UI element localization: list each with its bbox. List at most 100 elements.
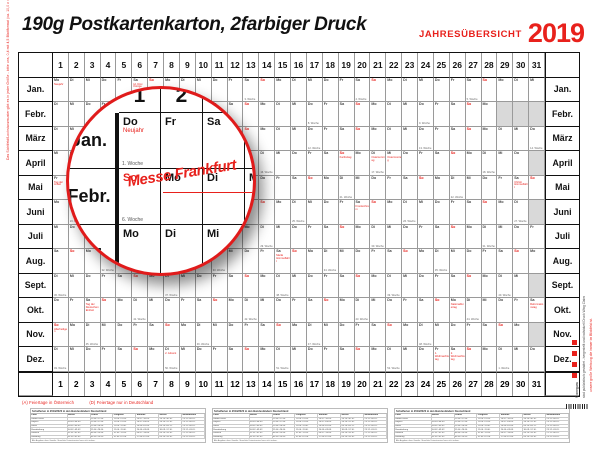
- holiday-table-cell: 30.09.-12.10.: [523, 428, 547, 432]
- day-cell: Do: [354, 249, 371, 274]
- day-cell: Sa 4. Woche: [354, 77, 371, 102]
- day-cell: Di 52. Woche: [386, 347, 403, 372]
- weekday-abbr: Mi: [419, 200, 424, 204]
- month-label-left-Dez: Dez.: [19, 347, 53, 372]
- day-footer-18: 18: [322, 371, 339, 396]
- day-footer-15: 15: [275, 371, 292, 396]
- mag-day-2: 2: [161, 89, 203, 113]
- holiday-table-cell: 23.12.-03.01.: [182, 435, 205, 440]
- weekday-abbr: Fr: [276, 175, 280, 180]
- weekday-abbr: Do: [450, 322, 456, 327]
- day-cell: Mo: [227, 298, 244, 323]
- day-footer-8: 8: [164, 371, 180, 396]
- day-cell: Mi: [179, 273, 196, 298]
- month-label-right-April: April: [545, 151, 579, 176]
- day-cell: Mo: [84, 249, 101, 274]
- day-cell: Do 13. Woche: [418, 126, 434, 151]
- grid-corner-tr: [545, 53, 579, 78]
- holiday-table-header: Pfingsten: [477, 414, 501, 418]
- weekday-abbr: Di: [165, 347, 169, 351]
- day-header-7: 7: [148, 53, 165, 78]
- day-cell: Sa: [259, 322, 276, 347]
- day-header-26: 26: [449, 53, 466, 78]
- holiday-table-footnote: Alle Angaben ohne Gewähr. Stand der Feri…: [214, 439, 278, 442]
- holiday-note: 1. Weihnachtstag: [434, 352, 449, 361]
- day-cell: Sa: [322, 224, 339, 249]
- weekday-abbr: Mi: [482, 298, 487, 302]
- day-cell: Do: [291, 151, 307, 176]
- day-header-13: 13: [243, 53, 260, 78]
- mag-day-1: 1: [119, 89, 161, 113]
- day-footer-24: 24: [418, 371, 434, 396]
- swatch-red-4: [572, 373, 577, 378]
- weekday-abbr: Mi: [514, 347, 519, 351]
- day-cell: Do: [84, 273, 101, 298]
- weekday-abbr: Sa: [450, 102, 456, 106]
- holiday-table-cell: 28.10.-30.10.: [159, 417, 183, 422]
- weekday-abbr: Do: [466, 249, 472, 253]
- weekday-abbr: Sa: [85, 298, 91, 302]
- weekday-abbr: Do: [69, 224, 75, 229]
- holiday-table-cell: Bayern: [31, 421, 68, 425]
- weekday-abbr: So: [482, 77, 488, 82]
- day-cell: So: [354, 273, 371, 298]
- holiday-table-cell: 27.06.-07.08.: [318, 435, 342, 440]
- weekday-abbr: Sa: [149, 322, 154, 327]
- week-number: 45. Woche: [85, 342, 99, 346]
- holiday-table-header: Pfingsten: [295, 414, 319, 418]
- holiday-table-cell: 04.07.-14.08.: [318, 431, 342, 436]
- weekday-abbr: Do: [85, 347, 91, 351]
- swatch-red-3: [572, 362, 577, 367]
- weekday-abbr: Mi: [514, 273, 519, 278]
- day-footer-3: 3: [84, 371, 101, 396]
- holiday-table-header: Herbst: [523, 414, 547, 418]
- day-footer-30: 30: [513, 371, 530, 396]
- weekday-abbr: Mo: [482, 347, 488, 351]
- day-cell: Do: [513, 151, 530, 176]
- weekday-abbr: Mi: [307, 200, 312, 204]
- weekday-abbr: So: [133, 273, 138, 278]
- day-cell: Di: [275, 126, 292, 151]
- day-cell: Do: [243, 249, 260, 274]
- holiday-table: Schulferien in 2019/2020 in den Bundeslä…: [394, 408, 570, 444]
- weekday-abbr: Sa: [196, 298, 202, 302]
- day-header-20: 20: [354, 53, 371, 78]
- holiday-table-header: Winter: [249, 414, 273, 418]
- day-cell: Do: [53, 298, 69, 323]
- holiday-table: Schulferien in 2019/2020 in den Bundeslä…: [30, 408, 206, 444]
- weekday-abbr: So: [165, 322, 170, 327]
- month-label-left-März: März: [19, 126, 53, 151]
- holiday-table-cell: 11.06.-11.06.: [113, 424, 137, 429]
- day-cell: Mi: [497, 151, 514, 176]
- day-cell: So: [259, 77, 276, 102]
- day-cell: Fr: [100, 273, 117, 298]
- weekday-abbr: Di: [387, 347, 391, 351]
- weekday-abbr: Di: [276, 102, 280, 106]
- day-cell: So: [68, 249, 85, 274]
- mag-cell-jan-1: Do Neujahr 1. Woche: [119, 113, 161, 169]
- day-cell: So: [386, 322, 403, 347]
- weekday-abbr: Mo: [466, 224, 472, 229]
- day-header-14: 14: [259, 53, 276, 78]
- day-cell: So: [354, 347, 371, 372]
- day-footer-17: 17: [306, 371, 323, 396]
- weekday-abbr: Mo: [180, 322, 187, 327]
- holiday-table-header: Winter: [431, 414, 455, 418]
- weekday-abbr: Mi: [276, 151, 281, 155]
- day-cell: So: [481, 200, 498, 225]
- day-cell: Mo: [386, 77, 403, 102]
- holiday-table-cell: Bremen: [395, 431, 432, 436]
- day-cell: Sa Fronleichnam: [354, 200, 371, 225]
- holiday-table-cell: 20.06.-03.08.: [500, 428, 524, 432]
- holiday-table-cell: 27.06.-07.08.: [500, 435, 524, 440]
- weekday-abbr: Mo: [260, 273, 266, 278]
- mag-cell-jan-2: Fr: [161, 113, 203, 169]
- holiday-note: Karfreitag: [339, 156, 352, 159]
- day-cell: Fr: [433, 273, 450, 298]
- day-cell: Fr: [306, 224, 323, 249]
- day-cell: Mo: [243, 224, 260, 249]
- day-cell: Fr: [513, 298, 530, 323]
- day-cell: Sa: [338, 126, 355, 151]
- day-cell: Di 29. Woche: [259, 224, 276, 249]
- holiday-table-cell: 11.06.-21.06.: [295, 417, 319, 422]
